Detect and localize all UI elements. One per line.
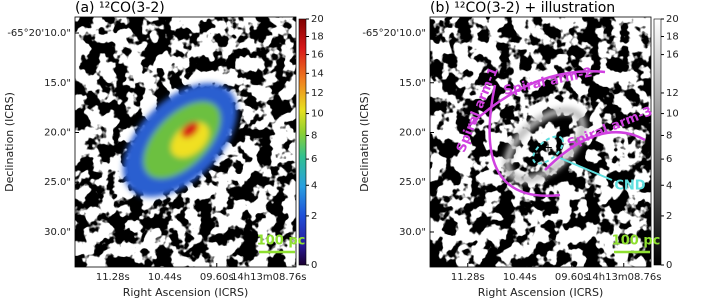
y-tick-label: -65°20'10.0" [7,28,71,39]
x-tick-label: 11.28s [451,272,485,283]
colorbar-tick-label: 0 [666,260,672,271]
colorbar-tick-label: 16 [666,50,679,61]
y-tick-label: -65°20'10.0" [362,28,426,39]
colorbar [653,18,662,266]
colorbar-tick-label: 2 [666,211,672,222]
annotation: 100 pc [257,234,306,249]
colorbar-tick-label: 4 [666,180,672,191]
colorbar [298,18,307,266]
y-tick-label: 20.0" [44,127,71,138]
axes-frame [429,16,652,268]
colorbar-tick-label: 12 [311,88,324,99]
x-tick-label: 11.28s [96,272,130,283]
colorbar-tick-label: 14 [311,68,324,79]
colorbar-tick-label: 2 [311,211,317,222]
colorbar-tick-label: 18 [666,31,679,42]
colorbar-tick-label: 18 [311,31,324,42]
colorbar-tick-label: 6 [666,154,672,165]
y-tick-label: 15.0" [44,78,71,89]
colorbar-tick-label: 0 [311,260,317,271]
y-tick-label: 20.0" [399,127,426,138]
annotation: 100 pc [612,234,661,249]
y-tick-label: 25.0" [44,177,71,188]
panel-title: (a) ¹²CO(3-2) [75,0,165,16]
x-tick-label: 09.60s [200,272,234,283]
x-axis-label: Right Ascension (ICRS) [478,286,604,299]
image-b: + [430,17,651,267]
colorbar-tick-label: 20 [666,14,679,25]
colorbar-tick-label: 8 [666,130,672,141]
colorbar-tick-label: 12 [666,88,679,99]
y-tick-label: 25.0" [399,177,426,188]
y-axis-label: Declination (ICRS) [3,92,16,192]
colorbar-tick-label: 8 [311,130,317,141]
panel-title: (b) ¹²CO(3-2) + illustration [430,0,615,16]
x-axis-label: Right Ascension (ICRS) [123,286,249,299]
y-tick-label: 30.0" [399,227,426,238]
colorbar-tick-label: 4 [311,180,317,191]
colorbar-tick-label: 10 [666,109,679,120]
x-tick-label: 10.44s [148,272,182,283]
colorbar-tick-label: 10 [311,109,324,120]
y-tick-label: 30.0" [44,227,71,238]
colorbar-tick-label: 16 [311,50,324,61]
x-tick-label: 09.60s [555,272,589,283]
colorbar-tick-label: 6 [311,154,317,165]
colorbar-tick-label: 20 [311,14,324,25]
y-axis-label: Declination (ICRS) [358,92,371,192]
x-tick-label: 14h13m08.76s [586,272,661,283]
annotation: CND [614,179,645,194]
y-tick-label: 15.0" [399,78,426,89]
svg-text:+: + [543,141,553,155]
axes-frame [74,16,297,268]
x-tick-label: 14h13m08.76s [231,272,306,283]
image-a [75,17,296,267]
x-tick-label: 10.44s [503,272,537,283]
